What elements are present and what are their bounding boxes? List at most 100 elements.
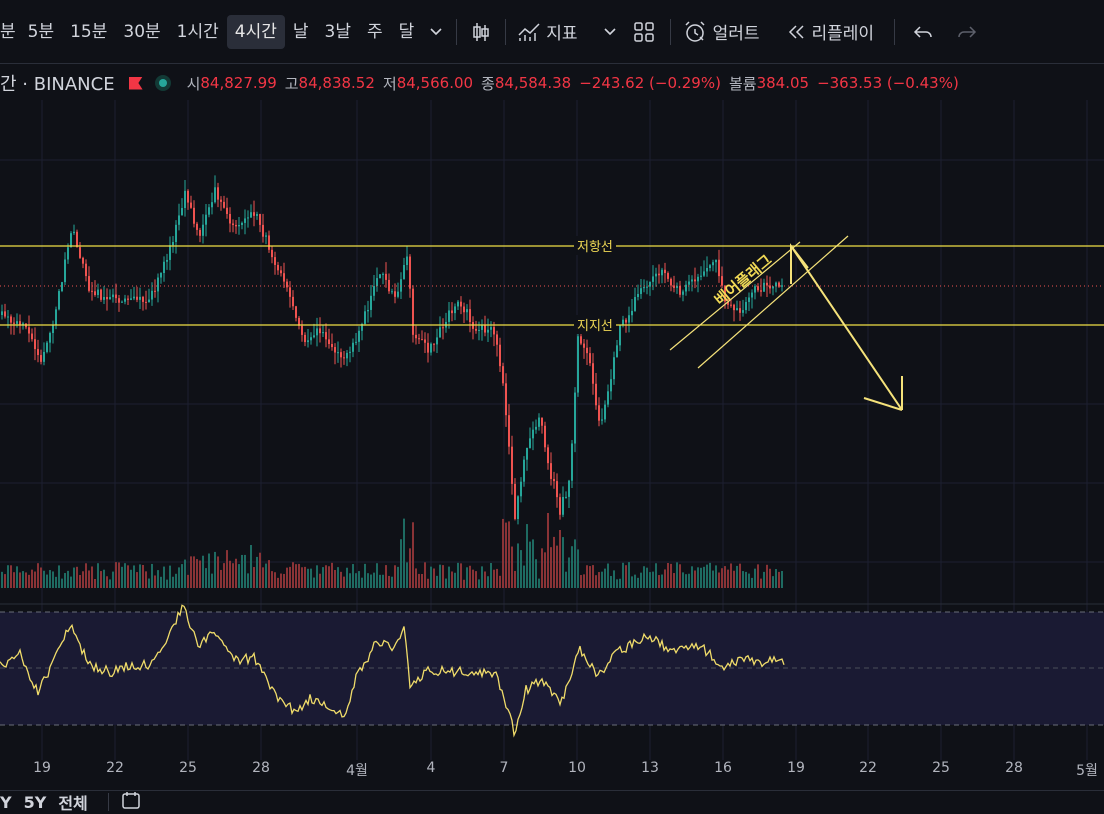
interval-5m[interactable]: 5분 bbox=[27, 21, 55, 42]
range-1y[interactable]: Y bbox=[0, 792, 12, 812]
down-arrow-icon[interactable] bbox=[790, 243, 903, 411]
volume-bar bbox=[412, 522, 414, 588]
toolbar-divider bbox=[505, 18, 507, 45]
volume-bar bbox=[562, 537, 564, 588]
volume-bar bbox=[697, 567, 699, 588]
range-all[interactable]: 전체 bbox=[58, 794, 88, 813]
rewind-icon[interactable] bbox=[781, 15, 811, 49]
volume-bar bbox=[166, 579, 168, 588]
volume-bar bbox=[349, 573, 351, 588]
volume-bar bbox=[481, 566, 483, 588]
candle-body bbox=[295, 306, 297, 318]
candle-body bbox=[127, 298, 129, 300]
candle-body bbox=[403, 265, 405, 280]
candle-body bbox=[220, 199, 222, 202]
volume-bar bbox=[289, 566, 291, 588]
replay-button[interactable]: 리플레이 bbox=[811, 24, 875, 44]
candle-body bbox=[625, 319, 627, 323]
flag-icon[interactable] bbox=[128, 76, 143, 90]
undo-icon[interactable] bbox=[901, 15, 945, 49]
interval-day[interactable]: 날 bbox=[292, 21, 309, 42]
candle-body bbox=[421, 339, 423, 341]
calendar-icon[interactable] bbox=[121, 791, 141, 813]
volume-bar bbox=[775, 569, 777, 588]
volume-bar bbox=[325, 565, 327, 588]
volume-bar bbox=[640, 572, 642, 588]
volume-bar bbox=[376, 563, 378, 588]
candle-body bbox=[343, 357, 345, 359]
volume-bar bbox=[673, 573, 675, 588]
volume-bar bbox=[517, 543, 519, 588]
interval-month[interactable]: 달 bbox=[398, 21, 415, 42]
candle-body bbox=[400, 279, 402, 292]
volume-bar bbox=[97, 563, 99, 588]
candle-body bbox=[424, 339, 426, 343]
indicators-icon[interactable] bbox=[512, 15, 546, 49]
candle-body bbox=[235, 224, 237, 227]
price-chart[interactable]: 베어플래그 bbox=[0, 0, 1104, 760]
redo-icon[interactable] bbox=[945, 15, 989, 49]
chevron-down-icon[interactable] bbox=[596, 15, 624, 49]
candle-body bbox=[496, 334, 498, 345]
candle-body bbox=[253, 212, 255, 216]
candle-body bbox=[307, 340, 309, 343]
candle-body bbox=[151, 290, 153, 300]
time-axis-label: 10 bbox=[568, 760, 586, 776]
volume-bar bbox=[352, 564, 354, 588]
candle-body bbox=[196, 223, 198, 230]
chevron-down-icon[interactable] bbox=[422, 15, 450, 49]
interval-15m[interactable]: 15분 bbox=[70, 21, 108, 42]
candle-body bbox=[274, 257, 276, 265]
volume-bar bbox=[487, 576, 489, 588]
candle-body bbox=[652, 276, 654, 282]
interval-week[interactable]: 주 bbox=[367, 21, 383, 42]
time-axis-label: 13 bbox=[641, 760, 659, 776]
volume-bar bbox=[559, 529, 561, 588]
volume-bar bbox=[685, 574, 687, 588]
volume-bar bbox=[142, 564, 144, 588]
candle-body bbox=[595, 383, 597, 406]
interval-4h[interactable]: 4시간 bbox=[226, 14, 285, 49]
candle-body bbox=[775, 282, 777, 287]
alert-button[interactable]: 얼러트 bbox=[712, 24, 760, 44]
candle-body bbox=[52, 325, 54, 334]
candle-body bbox=[529, 438, 531, 448]
volume-bar bbox=[121, 566, 123, 588]
symbol-name[interactable]: 간 · BINANCE bbox=[0, 74, 115, 95]
alarm-clock-icon[interactable] bbox=[677, 15, 713, 49]
interval-30m[interactable]: 30분 bbox=[123, 21, 161, 42]
volume-bar bbox=[490, 563, 492, 588]
volume-bar bbox=[313, 577, 315, 588]
layout-grid-icon[interactable] bbox=[624, 15, 664, 49]
volume-bar bbox=[508, 521, 510, 588]
volume-bar bbox=[298, 563, 300, 588]
volume-bar bbox=[643, 566, 645, 588]
candle-body bbox=[607, 391, 609, 405]
candle-body bbox=[733, 304, 735, 311]
interval-3day[interactable]: 3날 bbox=[324, 21, 351, 42]
candle-body bbox=[550, 463, 552, 479]
candle-body bbox=[718, 259, 720, 277]
volume-bar bbox=[499, 575, 501, 588]
candle-body bbox=[586, 347, 588, 354]
candle-body bbox=[439, 327, 441, 338]
range-5y[interactable]: 5Y bbox=[23, 792, 47, 812]
candle-body bbox=[232, 223, 234, 225]
indicators-button[interactable]: 지표 bbox=[546, 24, 578, 44]
interval-1m[interactable]: 분 bbox=[0, 21, 16, 42]
volume-bar bbox=[49, 570, 51, 588]
interval-1h[interactable]: 1시간 bbox=[176, 21, 219, 42]
candle-body bbox=[142, 296, 144, 302]
volume-bar bbox=[712, 570, 714, 588]
flag-channel-lower[interactable] bbox=[697, 235, 849, 369]
volume-bar bbox=[151, 563, 153, 588]
candle-body bbox=[736, 308, 738, 311]
volume-bar bbox=[730, 563, 732, 588]
candle-body bbox=[154, 290, 156, 292]
candle-body bbox=[685, 284, 687, 292]
candlestick-icon[interactable] bbox=[463, 15, 499, 49]
candle-body bbox=[781, 285, 783, 287]
oscillator-line bbox=[0, 604, 785, 738]
flag-channel-upper[interactable] bbox=[669, 241, 801, 351]
volume-bar bbox=[55, 576, 57, 588]
